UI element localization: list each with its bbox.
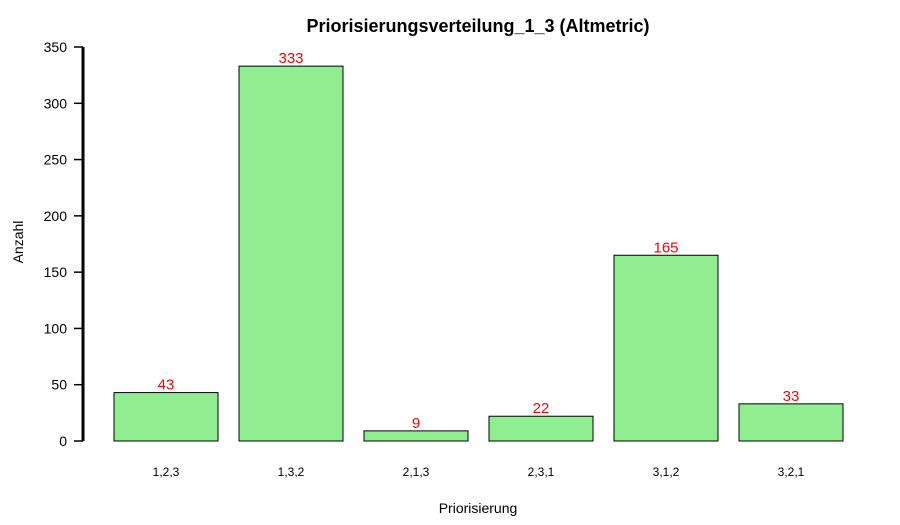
x-category-label: 2,3,1 xyxy=(528,465,555,479)
chart-title: Priorisierungsverteilung_1_3 (Altmetric) xyxy=(306,16,649,36)
y-tick-label: 150 xyxy=(44,264,68,280)
y-tick-label: 50 xyxy=(51,377,67,393)
bar-value-label: 165 xyxy=(653,239,678,256)
y-axis-title: Anzahl xyxy=(10,221,26,264)
bar xyxy=(113,392,219,442)
bar-value-label: 333 xyxy=(278,50,303,67)
y-tick-label: 350 xyxy=(44,39,68,55)
bar xyxy=(488,415,594,442)
bar xyxy=(613,254,719,442)
y-tick-label: 200 xyxy=(44,208,68,224)
y-tick-label: 300 xyxy=(44,95,68,111)
x-category-label: 1,2,3 xyxy=(153,465,180,479)
bar-value-label: 43 xyxy=(158,377,175,394)
y-tick-label: 250 xyxy=(44,152,68,168)
bar xyxy=(238,65,344,442)
y-tick-label: 100 xyxy=(44,320,68,336)
x-category-label: 1,3,2 xyxy=(278,465,305,479)
x-category-label: 3,1,2 xyxy=(653,465,680,479)
bar xyxy=(363,430,469,442)
y-tick-label: 0 xyxy=(59,433,67,449)
bars-group: 43 1,2,3 333 1,3,2 9 2,1,3 22 2,3,1 165 3,1,2 33 3,… xyxy=(113,50,844,479)
x-category-label: 2,1,3 xyxy=(403,465,430,479)
bar-value-label: 22 xyxy=(533,400,550,417)
bar xyxy=(738,403,844,442)
bar-value-label: 9 xyxy=(412,415,420,432)
x-axis-title: Priorisierung xyxy=(439,500,518,516)
y-axis-ticks: 0 50 100 150 200 250 300 350 xyxy=(44,39,83,449)
bar-value-label: 33 xyxy=(783,388,800,405)
x-category-label: 3,2,1 xyxy=(778,465,805,479)
